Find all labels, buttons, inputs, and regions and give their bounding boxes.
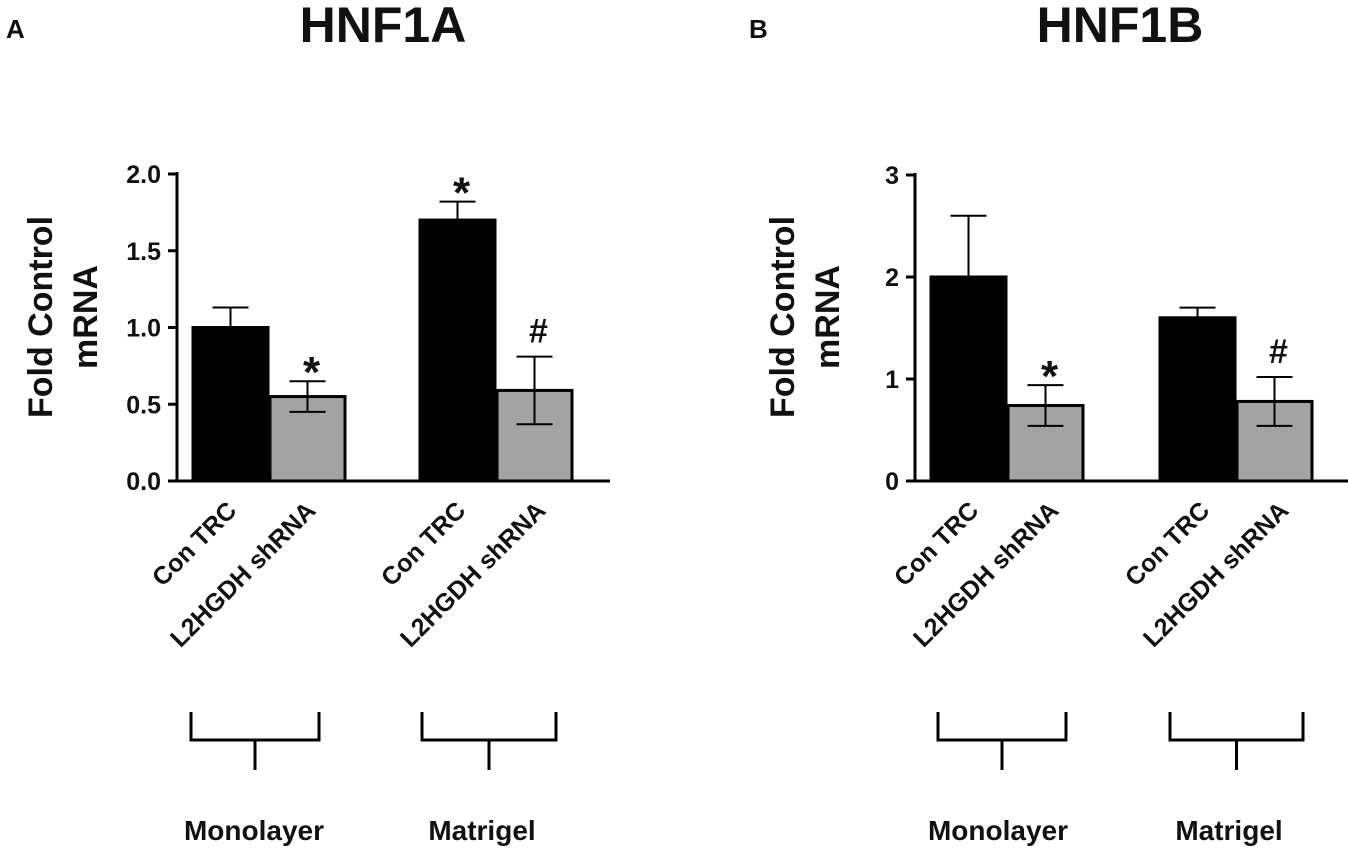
x-tick-label: L2HGDH shRNA [1138, 496, 1294, 652]
significance-marker: # [1269, 333, 1288, 371]
group-bracket [936, 712, 1068, 742]
y-tick-label: 0 [885, 468, 899, 496]
y-tick-label: 2 [885, 264, 899, 292]
bar [1158, 316, 1237, 483]
y-axis-label-line: Fold Control [764, 216, 802, 418]
y-tick-label: 1.5 [126, 238, 161, 266]
y-axis-label-line: mRNA [809, 265, 847, 369]
x-tick-label: L2HGDH shRNA [165, 496, 321, 652]
y-axis-label: Fold Control mRNA [22, 216, 105, 418]
group-bracket [189, 712, 321, 742]
bar [191, 326, 270, 483]
group-bracket [1168, 712, 1305, 742]
significance-marker: * [1041, 352, 1059, 401]
panel-label: B [749, 14, 768, 44]
chart-title: HNF1B [1037, 0, 1204, 53]
bar [268, 395, 347, 483]
x-tick-label: L2HGDH shRNA [395, 496, 551, 652]
chart-title: HNF1A [300, 0, 467, 53]
y-tick-label: 0.0 [126, 468, 161, 496]
group-label: Monolayer [928, 815, 1068, 846]
y-tick-label: 1 [885, 366, 899, 394]
y-tick-label: 2.0 [126, 161, 161, 189]
group-bracket [420, 712, 558, 742]
y-axis-label: Fold Control mRNA [764, 216, 847, 418]
x-tick-label: L2HGDH shRNA [908, 496, 1064, 652]
y-tick-label: 0.5 [126, 391, 161, 419]
significance-marker: # [529, 313, 548, 351]
significance-marker: * [303, 348, 321, 397]
bar [418, 218, 497, 483]
group-label: Monolayer [184, 815, 324, 846]
y-axis-label-line: mRNA [67, 265, 105, 369]
group-label: Matrigel [428, 815, 535, 846]
y-axis-label-line: Fold Control [22, 216, 60, 418]
group-label: Matrigel [1175, 815, 1282, 846]
y-tick-label: 1.0 [126, 315, 161, 343]
panel-label: A [6, 14, 25, 44]
significance-marker: * [453, 169, 471, 218]
y-tick-label: 3 [885, 162, 899, 190]
